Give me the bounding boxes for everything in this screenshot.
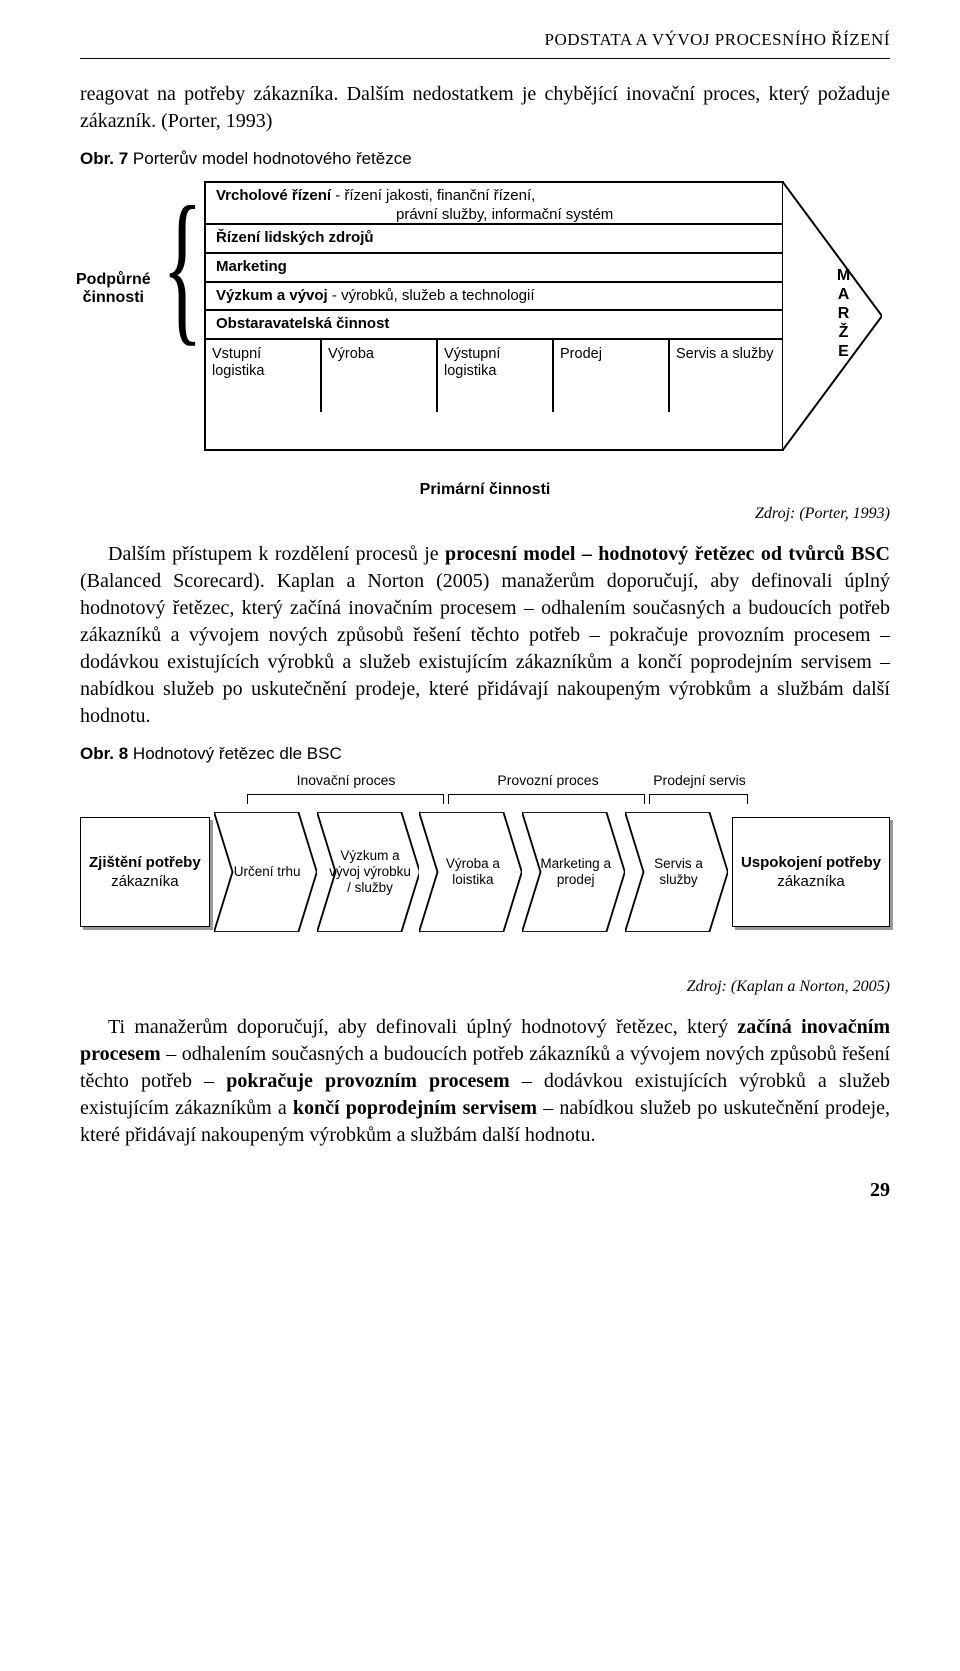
row1-line2: právní služby, informační systém	[216, 206, 613, 223]
bsc-right-box: Uspokojení potřeby zákazníka	[732, 817, 890, 927]
bsc-process-labels: Inovační proces Provozní proces Prodejní…	[245, 772, 750, 788]
para2-pre: Dalším přístupem k rozdělení procesů je	[108, 543, 445, 565]
porter-diagram: Podpůrné činnosti { Vrcholové řízení - ř…	[80, 177, 890, 487]
figure-7-caption: Obr. 7 Porterův model hodnotového řetězc…	[80, 149, 890, 169]
chevron-0: Určení trhu	[214, 812, 317, 932]
figure-8-caption: Obr. 8 Hodnotový řetězec dle BSC	[80, 744, 890, 764]
paragraph-1: reagovat na potřeby zákazníka. Dalším ne…	[80, 81, 890, 135]
chevron-1: Výzkum a vývoj výrobku / služby	[317, 812, 420, 932]
page-number: 29	[80, 1179, 890, 1202]
row3-text: Marketing	[216, 258, 287, 275]
figure-7-title: Porterův model hodnotového řetězce	[128, 149, 412, 168]
chevron-1-label: Výzkum a vývoj výrobku / služby	[329, 848, 412, 897]
porter-row-marketing: Marketing	[206, 254, 784, 283]
primary-cell-2: Výstupní logistika	[438, 340, 554, 412]
row4-rest: - výrobků, služeb a technologií	[328, 287, 535, 304]
row1-rest: - řízení jakosti, finanční řízení,	[331, 187, 535, 204]
porter-value-chain-box: Vrcholové řízení - řízení jakosti, finan…	[204, 181, 784, 451]
chevron-0-label: Určení trhu	[234, 864, 301, 880]
support-label-line2: činnosti	[83, 289, 144, 306]
chevron-2-label: Výroba a loistika	[431, 856, 514, 888]
figure-7-source: Zdroj: (Porter, 1993)	[80, 505, 890, 523]
bsc-main-row: Zjištění potřeby zákazníka Určení trhu Vý…	[80, 802, 890, 942]
figure-8-title: Hodnotový řetězec dle BSC	[128, 744, 342, 763]
primary-cell-0: Vstupní logistika	[206, 340, 322, 412]
para3-bold-span: končí poprodejním servisem	[293, 1097, 537, 1119]
para2-bold: procesní model – hodnotový řetězec od tv…	[445, 543, 890, 565]
porter-row-top-management: Vrcholové řízení - řízení jakosti, finan…	[206, 183, 784, 225]
bsc-label-1: Provozní proces	[447, 772, 649, 788]
row1-bold: Vrcholové řízení	[216, 187, 331, 204]
primary-cell-1: Výroba	[322, 340, 438, 412]
chevron-3: Marketing a prodej	[522, 812, 625, 932]
chevron-3-label: Marketing a prodej	[534, 856, 617, 888]
porter-row-rd: Výzkum a vývoj - výrobků, služeb a techn…	[206, 283, 784, 312]
bsc-right-bold: Uspokojení potřeby	[741, 854, 881, 871]
paragraph-2: Dalším přístupem k rozdělení procesů je …	[80, 541, 890, 730]
row2-text: Řízení lidských zdrojů	[216, 229, 374, 246]
chevron-4: Servis a služby	[625, 812, 728, 932]
header-rule	[80, 58, 890, 59]
support-activities-label: Podpůrné činnosti	[76, 271, 151, 308]
bsc-left-bold: Zjištění potřeby	[89, 854, 201, 871]
bsc-diagram: Inovační proces Provozní proces Prodejní…	[80, 772, 890, 972]
para3-text-span: Ti manažerům doporučují, aby definovali …	[108, 1016, 737, 1038]
porter-row-procurement: Obstaravatelská činnost	[206, 311, 784, 338]
margin-label: MARŽE	[834, 267, 852, 367]
row5-text: Obstaravatelská činnost	[216, 315, 389, 332]
paragraph-3: Ti manažerům doporučují, aby definovali …	[80, 1014, 890, 1149]
porter-arrow-head	[782, 181, 882, 451]
bsc-left-rest: zákazníka	[111, 873, 179, 890]
chevron-2: Výroba a loistika	[419, 812, 522, 932]
figure-8-source: Zdroj: (Kaplan a Norton, 2005)	[80, 978, 890, 996]
bsc-left-box: Zjištění potřeby zákazníka	[80, 817, 210, 927]
curly-brace-icon: {	[162, 181, 203, 351]
para2-rest: (Balanced Scorecard). Kaplan a Norton (2…	[80, 570, 890, 727]
support-label-line1: Podpůrné	[76, 271, 151, 288]
bsc-chevron-chain: Určení trhu Výzkum a vývoj výrobku / slu…	[214, 812, 728, 932]
para3-bold-span: pokračuje provozním procesem	[226, 1070, 509, 1092]
row4-bold: Výzkum a vývoj	[216, 287, 328, 304]
bsc-right-rest: zákazníka	[777, 873, 845, 890]
marze-text: MARŽE	[834, 267, 852, 362]
page-header: PODSTATA A VÝVOJ PROCESNÍHO ŘÍZENÍ	[80, 30, 890, 50]
primary-cell-4: Servis a služby	[670, 340, 784, 412]
porter-row-hr: Řízení lidských zdrojů	[206, 225, 784, 254]
primary-cell-3: Prodej	[554, 340, 670, 412]
figure-7-label: Obr. 7	[80, 149, 128, 168]
bsc-label-0: Inovační proces	[245, 772, 447, 788]
porter-primary-row: Vstupní logistika Výroba Výstupní logist…	[206, 338, 784, 412]
figure-8-label: Obr. 8	[80, 744, 128, 763]
chevron-4-label: Servis a služby	[637, 856, 720, 888]
bsc-label-2: Prodejní servis	[649, 772, 750, 788]
